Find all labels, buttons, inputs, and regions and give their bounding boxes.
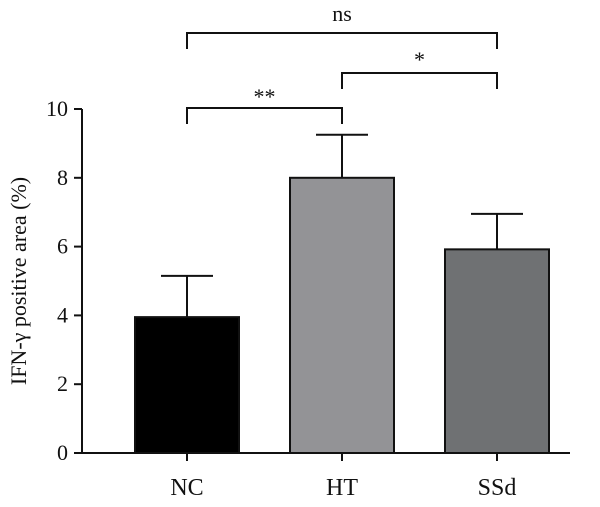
x-tick-label: NC (170, 475, 203, 501)
significance-bracket (186, 32, 498, 49)
significance-label: ns (332, 1, 352, 26)
significance-bracket (186, 107, 343, 124)
y-tick-label: 4 (57, 302, 68, 327)
significance-label: * (414, 47, 425, 72)
y-tick-label: 10 (46, 96, 68, 121)
y-tick-label: 0 (57, 440, 68, 465)
y-tick-label: 8 (57, 165, 68, 190)
bar-nc (134, 316, 240, 454)
x-tick-label: HT (326, 475, 358, 501)
bar-ssd (444, 248, 550, 454)
bar-ht (289, 176, 395, 455)
significance-label: ** (254, 84, 276, 109)
x-tick-label: SSd (478, 475, 517, 501)
y-tick-label: 2 (57, 371, 68, 396)
y-axis-title: IFN-γ positive area (%) (6, 177, 31, 385)
y-tick-label: 6 (57, 234, 68, 259)
significance-bracket (341, 72, 498, 89)
